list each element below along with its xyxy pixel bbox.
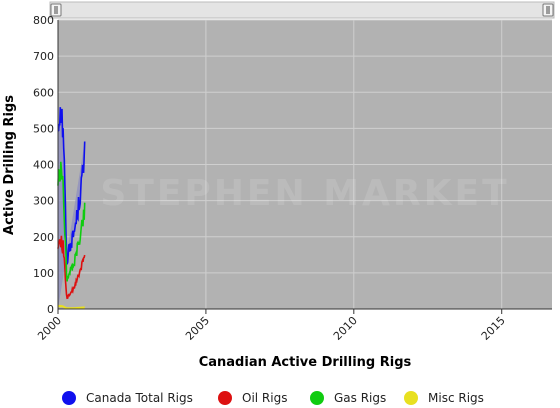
legend-item-misc[interactable]: Misc Rigs bbox=[404, 388, 484, 408]
x-tick-label: 2015 bbox=[479, 314, 508, 343]
y-tick-label: 700 bbox=[33, 50, 54, 63]
legend-swatch-canada-total bbox=[62, 391, 76, 405]
navigator-handle-right[interactable] bbox=[542, 3, 554, 17]
watermark: STEPHEN MARKET bbox=[100, 173, 509, 214]
legend-swatch-gas bbox=[310, 391, 324, 405]
legend-label-canada-total: Canada Total Rigs bbox=[86, 391, 193, 405]
y-tick-label: 600 bbox=[33, 86, 54, 99]
axes bbox=[57, 20, 552, 310]
y-axis-title: Active Drilling Rigs bbox=[2, 95, 17, 235]
y-tick-label: 200 bbox=[33, 231, 54, 244]
legend-label-misc: Misc Rigs bbox=[428, 391, 484, 405]
x-ticks: 2000 2005 2010 2015 bbox=[35, 309, 508, 343]
x-tick-label: 2005 bbox=[183, 314, 212, 343]
y-tick-label: 800 bbox=[33, 14, 54, 27]
legend-label-gas: Gas Rigs bbox=[334, 391, 387, 405]
navigator-handle-left[interactable] bbox=[50, 3, 62, 17]
y-tick-label: 400 bbox=[33, 159, 54, 172]
navigator-bar[interactable] bbox=[49, 1, 555, 19]
series-line-canada-total-rigs bbox=[57, 107, 86, 265]
series-line-gas-rigs bbox=[57, 161, 86, 282]
legend: Canada Total Rigs Oil Rigs Gas Rigs Misc… bbox=[0, 388, 560, 408]
legend-item-canada-total[interactable]: Canada Total Rigs bbox=[62, 388, 193, 408]
series-line-misc-rigs bbox=[57, 304, 85, 310]
grid bbox=[57, 19, 552, 309]
series-line-oil-rigs bbox=[57, 235, 86, 300]
y-ticks: 0 100 200 300 400 500 600 700 800 bbox=[33, 14, 54, 316]
y-tick-label: 0 bbox=[47, 303, 54, 316]
legend-swatch-oil bbox=[218, 391, 232, 405]
x-axis-title: Canadian Active Drilling Rigs bbox=[199, 355, 412, 370]
legend-item-oil[interactable]: Oil Rigs bbox=[218, 388, 287, 408]
legend-label-oil: Oil Rigs bbox=[242, 391, 288, 405]
y-tick-label: 500 bbox=[33, 122, 54, 135]
x-tick-label: 2000 bbox=[35, 314, 64, 343]
y-tick-label: 300 bbox=[33, 195, 54, 208]
y-tick-label: 100 bbox=[33, 267, 54, 280]
legend-item-gas[interactable]: Gas Rigs bbox=[310, 388, 386, 408]
x-tick-label: 2010 bbox=[331, 314, 360, 343]
legend-swatch-misc bbox=[404, 391, 418, 405]
series-layer bbox=[57, 107, 86, 310]
